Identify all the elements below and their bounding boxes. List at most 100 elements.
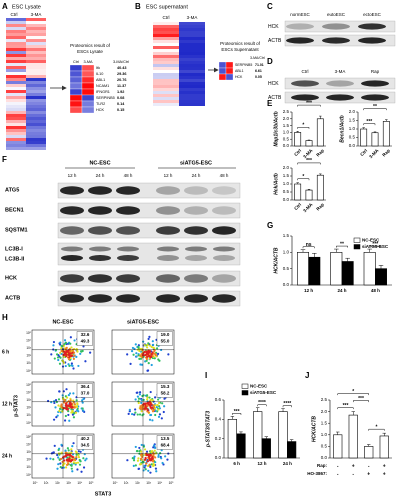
blot-band bbox=[291, 94, 319, 101]
flow-dot bbox=[82, 409, 85, 412]
blot-band bbox=[291, 80, 319, 87]
heatmap-cell bbox=[69, 82, 83, 90]
x-tick-label: 3-MA bbox=[368, 147, 380, 159]
flow-dot bbox=[52, 348, 55, 351]
blot-band bbox=[116, 294, 140, 303]
column-label: Ctrl bbox=[163, 15, 170, 20]
heatmap-cell bbox=[6, 33, 26, 36]
blot-band bbox=[88, 274, 112, 283]
heatmap-cell bbox=[6, 108, 26, 111]
heatmap-cell bbox=[26, 48, 46, 51]
heatmap-cell bbox=[26, 111, 46, 114]
flow-dot bbox=[65, 396, 69, 399]
flow-dot bbox=[137, 401, 140, 405]
flow-dot bbox=[134, 411, 137, 414]
bar bbox=[382, 121, 390, 147]
significance-bracket bbox=[337, 393, 369, 396]
flow-dot bbox=[62, 397, 65, 400]
flow-dot bbox=[154, 456, 157, 459]
flow-dot bbox=[147, 454, 150, 457]
heatmap-cell bbox=[6, 87, 26, 90]
y-axis-label: p-STAT3/STAT3 bbox=[205, 411, 211, 449]
flow-dot bbox=[71, 445, 74, 448]
flow-dot bbox=[65, 388, 68, 391]
flow-dot bbox=[77, 454, 80, 457]
row-label: HCK bbox=[268, 81, 279, 87]
significance-bracket bbox=[368, 428, 385, 431]
heatmap-cell bbox=[26, 72, 46, 75]
flow-dot bbox=[60, 404, 63, 407]
y-tick-label: 1.0 bbox=[283, 250, 290, 255]
heatmap-cell bbox=[26, 45, 46, 48]
flow-dot bbox=[64, 341, 68, 344]
ratio-value: 0.08 bbox=[117, 96, 124, 100]
flow-dot bbox=[52, 344, 55, 347]
blot-band bbox=[156, 206, 180, 215]
flow-dot bbox=[136, 413, 139, 416]
flow-dot bbox=[141, 455, 144, 458]
y-tick-label: 0.5 bbox=[349, 135, 356, 140]
column-label: Ctrl bbox=[11, 12, 18, 17]
flow-dot bbox=[133, 413, 136, 416]
significance-label: ** bbox=[373, 104, 377, 110]
flow-dot bbox=[145, 462, 148, 465]
flow-dot bbox=[65, 346, 68, 349]
blot-band bbox=[89, 246, 111, 252]
flow-dot bbox=[85, 457, 88, 460]
significance-label: *** bbox=[358, 396, 364, 402]
blot-band bbox=[156, 274, 180, 283]
x-tick-label: 10⁰ bbox=[113, 481, 119, 485]
flow-dot bbox=[152, 446, 155, 449]
flow-dot bbox=[138, 391, 142, 394]
heatmap-cell bbox=[26, 120, 46, 123]
flow-dot bbox=[154, 404, 157, 407]
heatmap-cell bbox=[26, 93, 46, 96]
flow-dot bbox=[59, 341, 62, 344]
heatmap-cell bbox=[6, 57, 26, 60]
flow-dot bbox=[143, 448, 147, 451]
heatmap-cell bbox=[26, 51, 46, 54]
flow-dot bbox=[54, 398, 58, 402]
lane-label: 3-MA bbox=[335, 69, 346, 74]
flow-dot bbox=[151, 351, 154, 354]
flow-dot bbox=[65, 451, 68, 455]
significance-label: *** bbox=[306, 158, 312, 164]
heatmap-cell bbox=[218, 73, 227, 81]
blot-band bbox=[185, 246, 207, 252]
blot-band bbox=[212, 206, 236, 215]
axis-label: p-STAT3 bbox=[13, 395, 19, 417]
flow-dot bbox=[67, 363, 70, 366]
flow-dot bbox=[149, 458, 152, 461]
heatmap-cell bbox=[26, 144, 46, 147]
flow-dot bbox=[135, 450, 139, 453]
quadrant-value: 37.0 bbox=[81, 391, 90, 396]
flow-dot bbox=[80, 470, 83, 473]
heatmap-cell bbox=[6, 102, 26, 105]
significance-label: *** bbox=[343, 403, 349, 409]
flow-dot bbox=[50, 353, 53, 356]
y-tick-label: 10⁰ bbox=[26, 421, 32, 425]
significance-bracket bbox=[336, 245, 348, 248]
flow-dot bbox=[158, 359, 161, 362]
heatmap-cell bbox=[6, 144, 26, 147]
flow-dot bbox=[151, 457, 154, 460]
heatmap-cell bbox=[179, 70, 205, 73]
significance-bracket bbox=[363, 108, 387, 111]
group-label: NC-ESC bbox=[52, 319, 73, 325]
flow-dot bbox=[65, 458, 68, 461]
flow-dot bbox=[146, 394, 149, 397]
y-tick-label: 0.0 bbox=[283, 282, 290, 287]
flow-dot bbox=[148, 351, 151, 354]
heatmap-cell bbox=[153, 70, 179, 73]
heatmap-cell bbox=[26, 78, 46, 81]
heatmap-cell bbox=[153, 76, 179, 79]
flow-dot bbox=[156, 410, 159, 413]
heatmap-cell bbox=[6, 51, 26, 54]
gene-label: NCAM1 bbox=[96, 84, 109, 88]
heatmap-cell bbox=[179, 73, 205, 76]
y-tick-label: 0.6 bbox=[215, 397, 222, 402]
flow-dot bbox=[55, 353, 59, 356]
significance-bracket bbox=[297, 127, 310, 129]
heatmap-cell bbox=[26, 18, 46, 21]
